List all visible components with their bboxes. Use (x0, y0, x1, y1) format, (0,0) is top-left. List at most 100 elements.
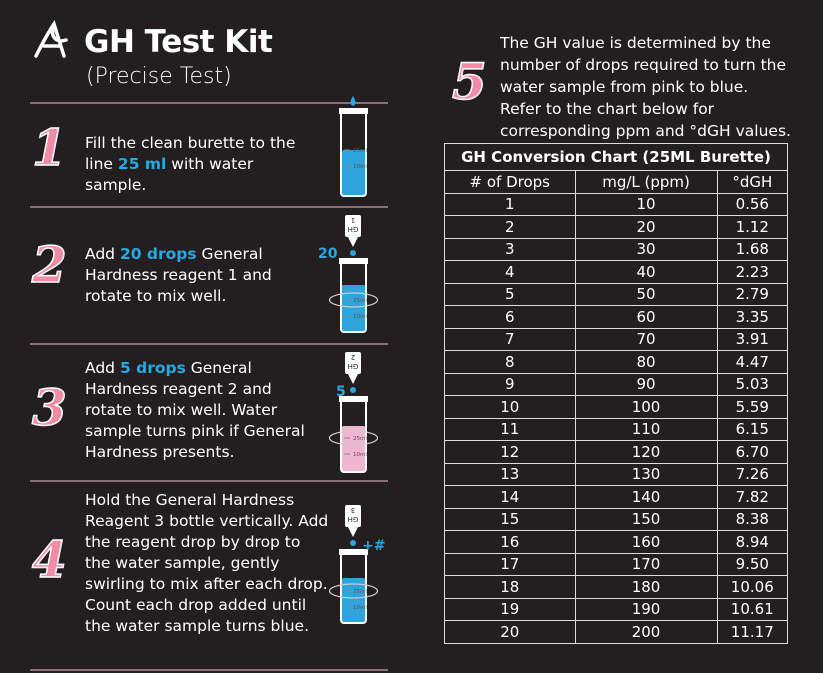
mark-label: 25ml (353, 436, 367, 442)
table-cell: 20 (574, 215, 718, 239)
mark-label: 10ml (353, 605, 367, 611)
table-cell: 7.26 (716, 462, 789, 486)
table-cell: 16 (444, 530, 576, 554)
table-cell: 30 (574, 237, 718, 261)
mark-label: 25ml (353, 298, 367, 304)
table-cell: 180 (574, 575, 718, 599)
table-cell: 90 (574, 372, 718, 396)
mark-label: 10ml (353, 314, 367, 320)
table-cell: 60 (574, 305, 718, 329)
table-cell: 11 (444, 417, 576, 441)
table-cell: 1.12 (716, 215, 789, 239)
mark-label: 10ml (353, 452, 367, 458)
table-cell: 1 (444, 192, 576, 216)
text-part: Fill the clean burette to the line (85, 134, 296, 173)
step-text: Hold the General Hardness Reagent 3 bott… (85, 490, 330, 637)
table-body: 1 10 0.56 2 20 1.12 3 30 1.68 4 40 2.23 5 50 2.79 6 60 3.… (444, 192, 789, 644)
tube-cap (339, 108, 368, 114)
highlight: 25 ml (117, 155, 167, 173)
text-part: Add (85, 245, 120, 263)
table-cell: 6.15 (716, 417, 789, 441)
table-row: 10 100 5.59 (444, 395, 789, 419)
text-part: General Hardness reagent 1 and rotate to… (85, 245, 272, 305)
bottle-label: GH3 (348, 506, 359, 523)
table-title: GH Conversion Chart (25ML Burette) (444, 143, 788, 171)
mark-label: 10ml (353, 164, 367, 170)
table-row: 14 140 7.82 (444, 485, 789, 509)
conversion-table: GH Conversion Chart (25ML Burette) # of … (444, 143, 789, 644)
drop-count: +# (362, 538, 385, 554)
column-header: °dGH (716, 170, 789, 194)
table-cell: 5 (444, 282, 576, 306)
table-cell: 8 (444, 350, 576, 374)
water (341, 150, 366, 196)
table-cell: 6.70 (716, 440, 789, 464)
table-row: 5 50 2.79 (444, 282, 789, 306)
bottle (345, 505, 361, 527)
highlight: 5 drops (119, 359, 186, 377)
text-part: Hold the General Hardness Reagent 3 bott… (85, 491, 329, 635)
table-row: 20 200 11.17 (444, 620, 789, 644)
burette: 25ml 10ml GH3 +# (328, 505, 385, 624)
drop (350, 540, 356, 546)
table-cell: 70 (574, 327, 718, 351)
table-cell: 9.50 (716, 552, 789, 576)
table-cell: 10.06 (716, 575, 789, 599)
tube-cap (339, 549, 368, 555)
table-cell: 13 (444, 462, 576, 486)
table-cell: 10 (574, 192, 718, 216)
table-cell: 8.38 (716, 507, 789, 531)
table-cell: 190 (574, 597, 718, 621)
table-cell: 120 (574, 440, 718, 464)
swirl (328, 430, 379, 446)
step-text: Add 20 drops General Hardness reagent 1 … (85, 244, 285, 307)
table-row: 8 80 4.47 (444, 350, 789, 374)
drop (350, 250, 356, 256)
table-row: 3 30 1.68 (444, 237, 789, 261)
text-part: Add (85, 359, 120, 377)
table-cell: 11.17 (716, 620, 789, 644)
table-row: 9 90 5.03 (444, 372, 789, 396)
table-cell: 3.35 (716, 305, 789, 329)
bottle-name: GH (348, 362, 359, 370)
tube-cap (339, 258, 368, 264)
burette: 25ml 10ml GH2 5 (328, 352, 379, 473)
table-cell: 130 (574, 462, 718, 486)
text-part: with water sample. (85, 155, 254, 194)
table-row: 19 190 10.61 (444, 597, 789, 621)
drop-count: 5 (336, 384, 346, 400)
highlight: 20 drops (119, 245, 197, 263)
table-cell: 15 (444, 507, 576, 531)
bottle-number: 1 (351, 216, 355, 224)
table-cell: 200 (574, 620, 718, 644)
step-number: 5 (451, 51, 487, 112)
text-part: General Hardness reagent 2 and rotate to… (85, 359, 305, 461)
table-row: 1 10 0.56 (444, 192, 789, 216)
bottle-tip (348, 237, 358, 247)
table-cell: 4.47 (716, 350, 789, 374)
drop (350, 96, 356, 106)
step-number: 3 (31, 377, 67, 438)
burette: 25ml 10ml (339, 96, 368, 197)
table-cell: 9 (444, 372, 576, 396)
table-cell: 7 (444, 327, 576, 351)
table-row: 12 120 6.70 (444, 440, 789, 464)
dividers (30, 102, 388, 671)
table-cell: 17 (444, 552, 576, 576)
bottle (345, 352, 361, 374)
table-cell: 160 (574, 530, 718, 554)
water (341, 578, 366, 623)
table-cell: 1.68 (716, 237, 789, 261)
table-row: 7 70 3.91 (444, 327, 789, 351)
table-cell: 3 (444, 237, 576, 261)
header-row: # of Drops mg/L (ppm) °dGH (444, 170, 789, 194)
bottle-name: GH (348, 515, 359, 523)
table-cell: 150 (574, 507, 718, 531)
table-cell: 100 (574, 395, 718, 419)
bottle-tip (348, 527, 358, 537)
bottle-label: GH1 (348, 216, 359, 233)
title: GH Test Kit (84, 24, 273, 60)
tube-cap (339, 396, 368, 402)
step-number: 4 (31, 529, 67, 590)
